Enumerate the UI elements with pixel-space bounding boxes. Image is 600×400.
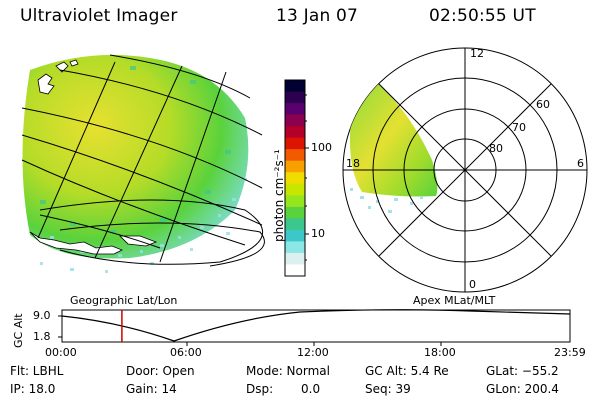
timeline-xtick-0: 00:00 bbox=[45, 346, 77, 359]
colorbar-cell bbox=[285, 172, 305, 185]
colorbar-cell bbox=[285, 126, 305, 139]
geo-grid bbox=[21, 54, 265, 267]
colorbar-cell bbox=[285, 160, 305, 173]
colorbar-cell bbox=[285, 195, 305, 208]
altitude-curve bbox=[61, 309, 571, 342]
timeline-ytick-max: 9.0 bbox=[33, 309, 51, 322]
timeline-xtick-2: 12:00 bbox=[297, 346, 329, 359]
instrument-title: Ultraviolet Imager bbox=[20, 6, 178, 26]
timeline-xtick-4: 23:59 bbox=[554, 346, 586, 359]
colorbar-cell bbox=[285, 264, 305, 277]
mode-info: Mode: Normal bbox=[246, 364, 330, 378]
colorbar-tick-100: 100 bbox=[311, 141, 332, 154]
colorbar-cell bbox=[285, 149, 305, 162]
dsp-value: 0.0 bbox=[301, 382, 321, 396]
colorbar bbox=[284, 79, 309, 277]
mlat-label-70: 70 bbox=[512, 121, 526, 134]
filter-info: Flt: LBHL bbox=[10, 364, 64, 378]
gc-alt-info: GC Alt: 5.4 Re bbox=[365, 364, 449, 378]
colorbar-tick-10: 10 bbox=[311, 227, 325, 240]
colorbar-cell bbox=[285, 114, 305, 127]
colorbar-cell bbox=[285, 206, 305, 219]
polar-grid bbox=[343, 48, 587, 292]
colorbar-cell bbox=[285, 229, 305, 243]
aurora-emission-polar bbox=[349, 84, 438, 197]
timeline-xtick-3: 18:00 bbox=[424, 346, 456, 359]
colorbar-cell bbox=[285, 241, 305, 254]
glat-info: GLat: −55.2 bbox=[486, 364, 559, 378]
mlat-label-80: 80 bbox=[489, 142, 503, 155]
door-info: Door: Open bbox=[126, 364, 195, 378]
colorbar-cell bbox=[285, 91, 305, 104]
mlat-label-60: 60 bbox=[536, 98, 550, 111]
observation-time: 02:50:55 UT bbox=[429, 6, 536, 26]
timeline-axis-label: GC Alt bbox=[12, 313, 25, 348]
mlt-label-0: 0 bbox=[469, 278, 476, 291]
mlt-label-12: 12 bbox=[470, 47, 484, 60]
ip-info: IP: 18.0 bbox=[10, 382, 56, 396]
colorbar-unit: photon cm⁻²s⁻¹ bbox=[272, 149, 286, 242]
geographic-image bbox=[21, 54, 265, 273]
geo-panel-label: Geographic Lat/Lon bbox=[70, 294, 178, 307]
colorbar-cell bbox=[285, 137, 305, 150]
glon-info: GLon: 200.4 bbox=[486, 382, 559, 396]
colorbar-cell bbox=[285, 80, 305, 93]
aurora-emission-geo bbox=[22, 54, 249, 259]
mlt-label-18: 18 bbox=[346, 157, 360, 170]
gain-info: Gain: 14 bbox=[126, 382, 177, 396]
mlt-label-6: 6 bbox=[577, 157, 584, 170]
timeline-ytick-min: 1.8 bbox=[33, 330, 51, 343]
timeline-xtick-1: 06:00 bbox=[170, 346, 202, 359]
altitude-timeline bbox=[58, 309, 571, 346]
colorbar-cell bbox=[285, 252, 305, 266]
seq-info: Seq: 39 bbox=[365, 382, 411, 396]
colorbar-cell bbox=[285, 218, 305, 231]
polar-plot bbox=[342, 47, 588, 293]
colorbar-cell bbox=[285, 103, 305, 116]
polar-panel-label: Apex MLat/MLT bbox=[413, 294, 496, 307]
dsp-label: Dsp: bbox=[246, 382, 274, 396]
colorbar-cell bbox=[285, 183, 305, 196]
observation-date: 13 Jan 07 bbox=[276, 6, 359, 26]
